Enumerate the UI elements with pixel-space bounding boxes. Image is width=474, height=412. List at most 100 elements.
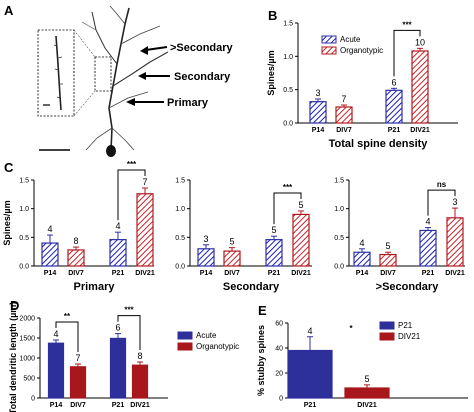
y-axis-label: Spines/µm bbox=[266, 50, 276, 95]
bar-div21 bbox=[411, 50, 429, 124]
chart-title: Primary bbox=[74, 281, 116, 293]
bar-div21 bbox=[131, 364, 149, 399]
chart-c3: 0.0 0.5 1.0 1.5 4 P14 5 DIV7 4 P21 3 DIV21 ns >Second… bbox=[334, 178, 465, 293]
y-tick-label: 500 bbox=[23, 376, 35, 383]
legend-label: Organotypic bbox=[196, 342, 239, 351]
panel-label-e: E bbox=[258, 303, 267, 318]
legend-label: Organotypic bbox=[340, 46, 383, 55]
y-axis-label: Spines/µm bbox=[2, 200, 12, 245]
x-tick-label: P21 bbox=[268, 270, 281, 277]
y-tick-label: 1.0 bbox=[19, 206, 29, 213]
n-label: 4 bbox=[115, 221, 120, 231]
x-tick-label: P21 bbox=[112, 402, 125, 409]
bar-div21 bbox=[136, 193, 154, 267]
x-tick-label: P14 bbox=[50, 402, 63, 409]
x-tick-label: P14 bbox=[44, 270, 57, 277]
n-label: 4 bbox=[359, 238, 364, 248]
x-tick-label: P21 bbox=[112, 270, 125, 277]
n-label: 8 bbox=[137, 351, 142, 361]
y-tick-label: 0.0 bbox=[19, 264, 29, 271]
chart-title: >Secondary bbox=[376, 281, 440, 293]
n-label: 5 bbox=[229, 237, 234, 247]
x-tick-label: DIV21 bbox=[135, 270, 155, 277]
n-label: 7 bbox=[142, 177, 147, 187]
y-tick-label: 0.0 bbox=[175, 264, 185, 271]
x-tick-label: P14 bbox=[312, 127, 325, 134]
significance-bracket-label: *** bbox=[127, 160, 137, 169]
bar-div21 bbox=[446, 217, 464, 267]
y-tick-label: 1.5 bbox=[283, 21, 293, 28]
y-tick-label: 0.5 bbox=[19, 235, 29, 242]
x-tick-label: P14 bbox=[356, 270, 369, 277]
y-tick-label: 0.0 bbox=[334, 264, 344, 271]
legend-swatch bbox=[379, 332, 395, 341]
y-tick-label: 0 bbox=[279, 396, 283, 403]
n-label: 7 bbox=[341, 94, 346, 104]
bar-div7 bbox=[67, 249, 85, 267]
bar-p21 bbox=[265, 239, 283, 267]
y-tick-label: 0.5 bbox=[175, 235, 185, 242]
y-tick-label: 1.0 bbox=[175, 206, 185, 213]
n-label: 5 bbox=[298, 200, 303, 210]
significance-bracket-right bbox=[117, 315, 141, 350]
bar-div7 bbox=[335, 106, 353, 124]
bar-p21 bbox=[109, 337, 127, 399]
annotation-secondary-text: Secondary bbox=[174, 71, 231, 83]
annotation-primary: Primary bbox=[126, 97, 209, 109]
y-tick-label: 40 bbox=[275, 346, 283, 353]
y-tick-label: 0.0 bbox=[283, 121, 293, 128]
y-tick-label: 1.5 bbox=[334, 178, 344, 185]
bar-p21 bbox=[385, 89, 403, 124]
bar-div7 bbox=[69, 366, 87, 399]
panel-a: A >Secondary bbox=[4, 3, 234, 166]
panel-label-d: D bbox=[10, 298, 19, 313]
bar-div21 bbox=[344, 387, 390, 399]
neuron-micrograph bbox=[19, 5, 169, 166]
bar-p14 bbox=[353, 251, 371, 267]
legend-swatch bbox=[177, 331, 193, 340]
bar-p21 bbox=[419, 229, 437, 267]
legend-label: Acute bbox=[196, 331, 217, 340]
n-label: 4 bbox=[53, 329, 58, 339]
x-tick-label: DIV21 bbox=[291, 270, 311, 277]
y-tick-label: 1500 bbox=[19, 336, 35, 343]
n-label: 5 bbox=[385, 241, 390, 251]
n-label: 3 bbox=[203, 234, 208, 244]
legend-swatch bbox=[177, 342, 193, 351]
n-label: 8 bbox=[73, 236, 78, 246]
panel-label-a: A bbox=[4, 3, 14, 18]
annotation-primary-text: Primary bbox=[167, 97, 209, 109]
x-tick-label: DIV7 bbox=[336, 127, 352, 134]
chart-title: Secondary bbox=[223, 281, 280, 293]
n-label: 10 bbox=[415, 37, 425, 47]
x-tick-label: P21 bbox=[422, 270, 435, 277]
x-tick-label: DIV21 bbox=[357, 402, 377, 409]
n-label: 4 bbox=[47, 224, 52, 234]
significance-bracket-label: *** bbox=[283, 183, 293, 192]
y-tick-label: 1.5 bbox=[19, 178, 29, 185]
x-tick-label: DIV7 bbox=[224, 270, 240, 277]
y-tick-label: 1.5 bbox=[175, 178, 185, 185]
x-tick-label: DIV21 bbox=[445, 270, 465, 277]
charts-layer: B 0.0 0.5 1.0 1.5 Spines/µm 3 P14 7 DIV7 6 P21 10 DIV… bbox=[2, 8, 468, 412]
legend-label: Acute bbox=[340, 35, 361, 44]
significance-marker: * bbox=[349, 324, 353, 333]
bar-p14 bbox=[197, 248, 215, 267]
significance-bracket-label: ns bbox=[437, 180, 447, 189]
legend-label: DIV21 bbox=[398, 332, 421, 341]
chart-c1: C 0.0 0.5 1.0 1.5 Spines/µm 4 P14 8 DIV7 4 P21 7 DIV2… bbox=[2, 160, 155, 293]
x-tick-label: DIV21 bbox=[410, 127, 430, 134]
y-tick-label: 60 bbox=[275, 321, 283, 328]
bar-p14 bbox=[47, 342, 65, 399]
significance-bracket bbox=[117, 169, 146, 221]
y-tick-label: 0 bbox=[31, 396, 35, 403]
panel-label-b: B bbox=[268, 8, 277, 23]
annotation-greater-secondary: >Secondary bbox=[140, 42, 234, 55]
n-label: 6 bbox=[115, 323, 120, 333]
y-tick-label: 0.5 bbox=[283, 87, 293, 94]
bar-div7 bbox=[379, 253, 397, 267]
panel-label-c1: C bbox=[4, 160, 14, 175]
significance-bracket-left-label: ** bbox=[64, 312, 71, 321]
significance-bracket-left bbox=[55, 321, 79, 352]
